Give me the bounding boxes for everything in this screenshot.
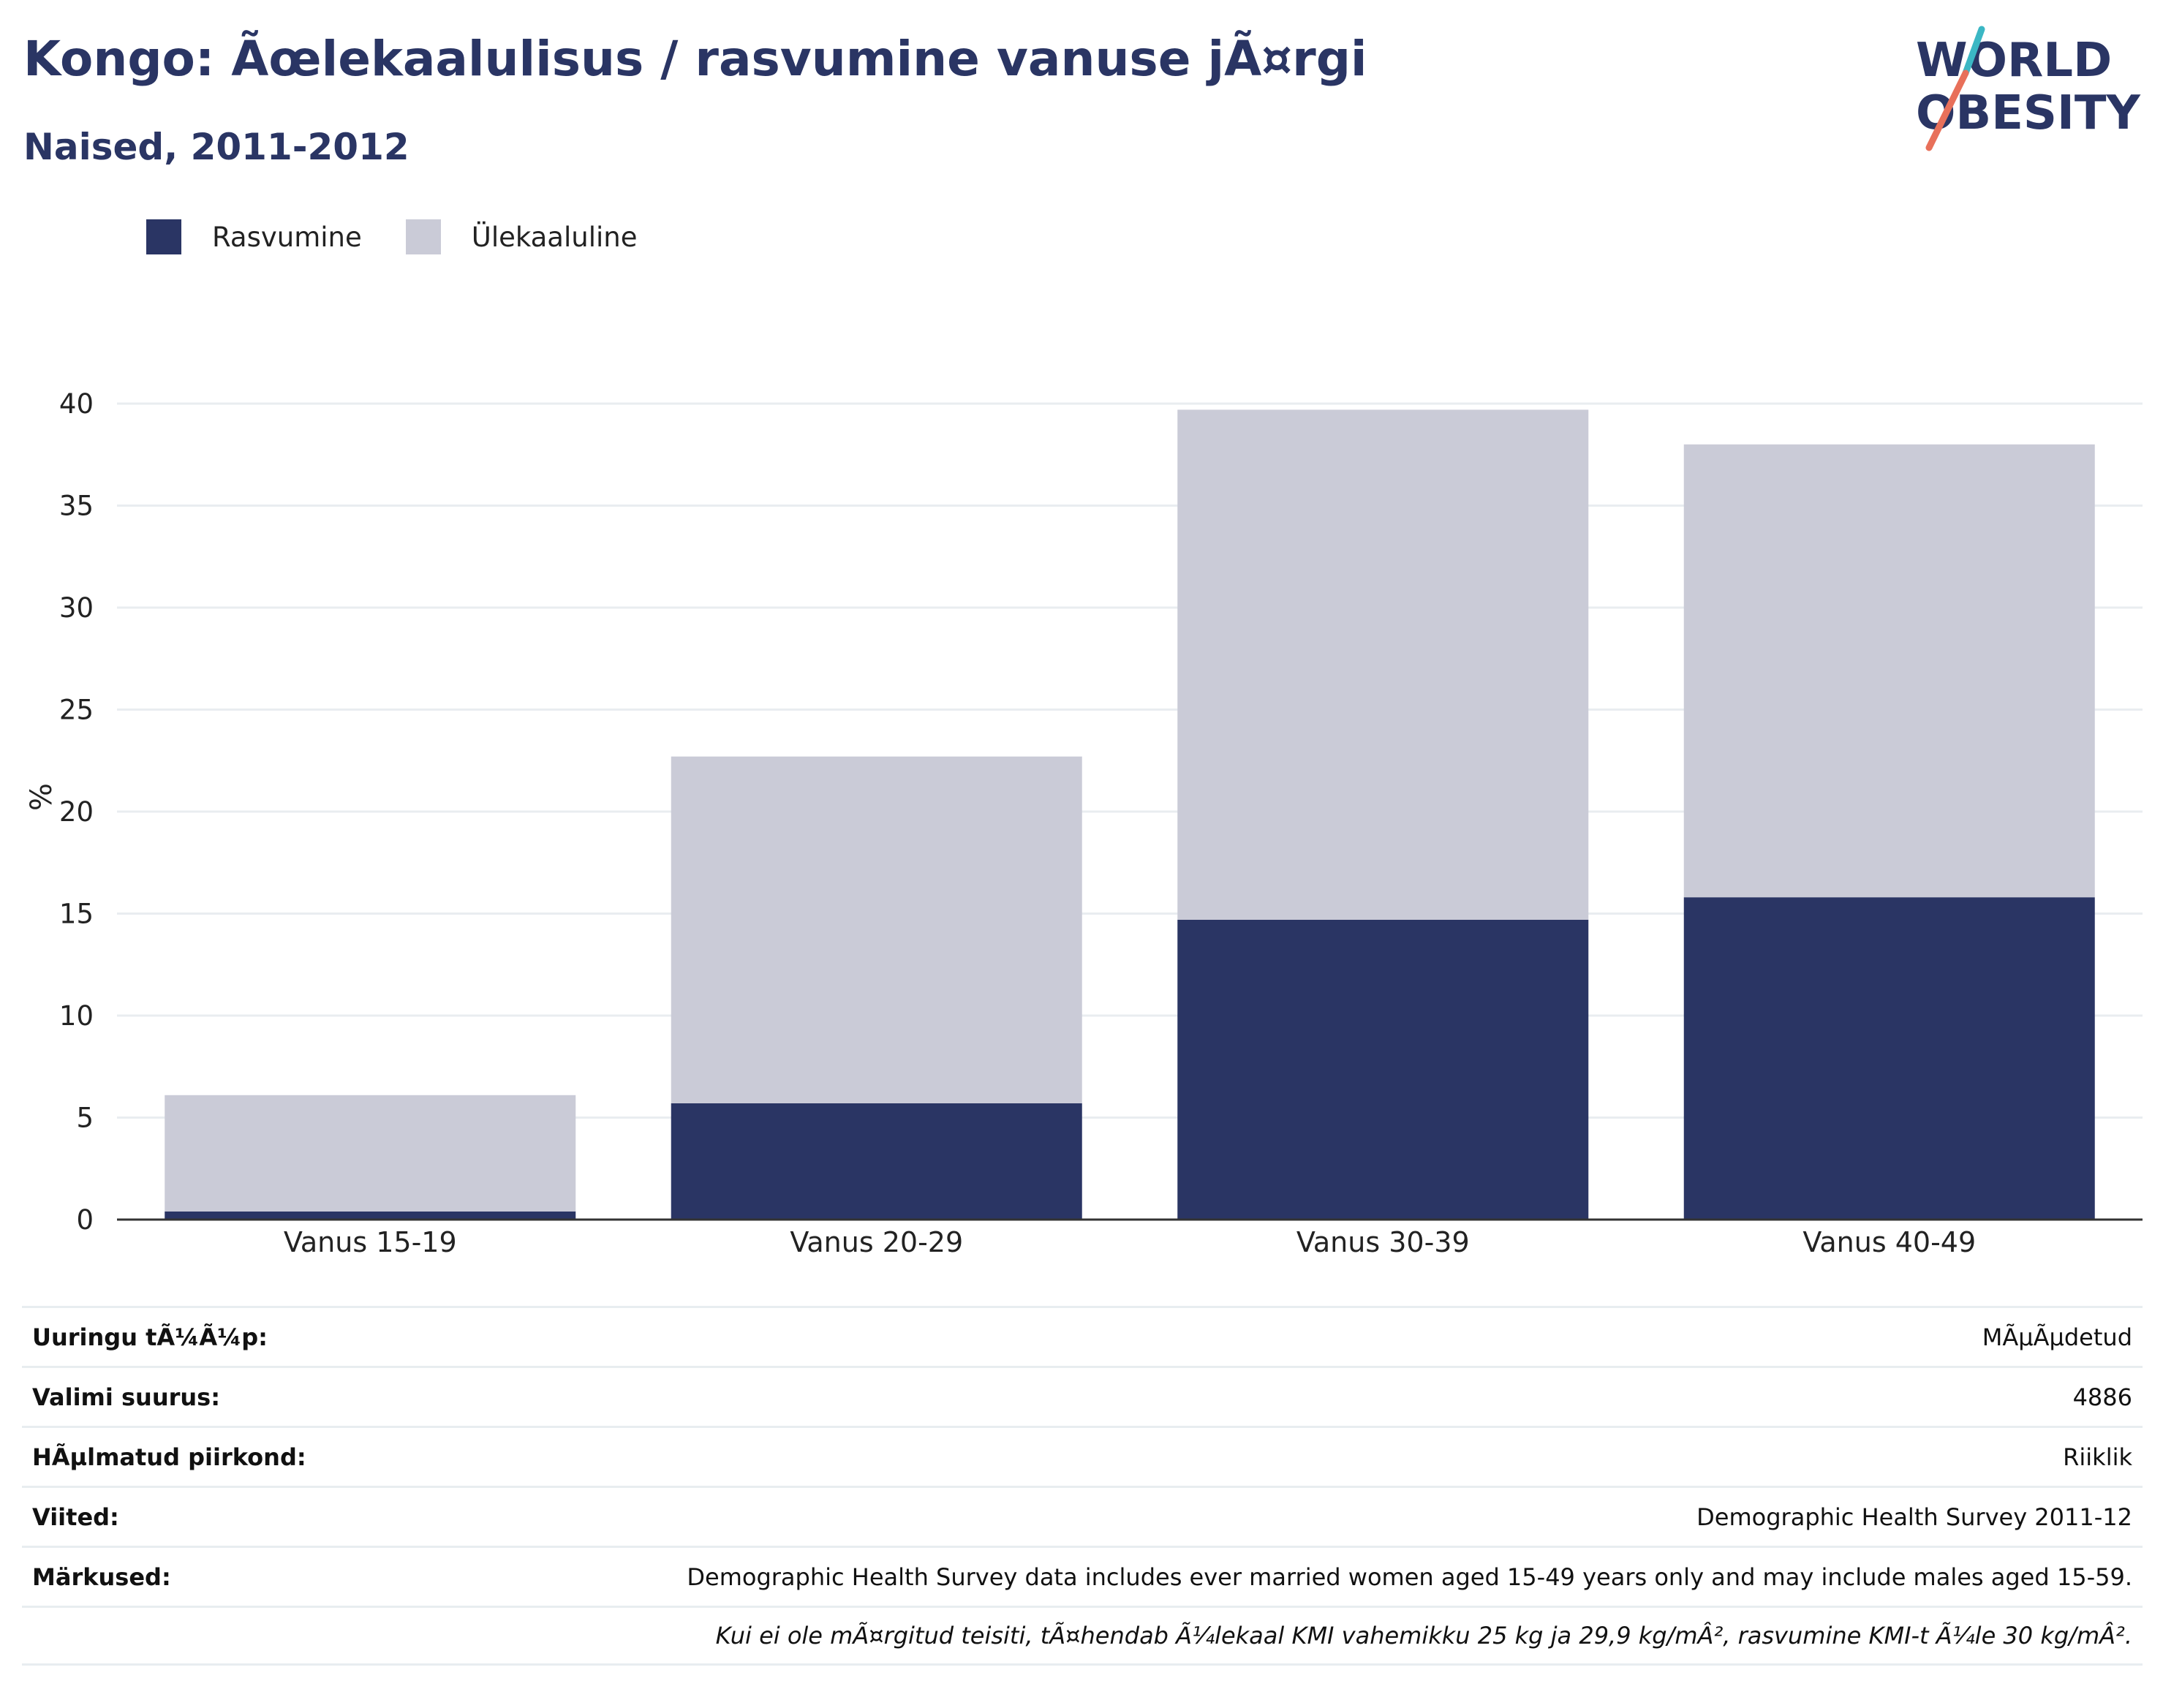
info-key: Valimi suurus: <box>32 1383 221 1411</box>
info-value: Demographic Health Survey 2011-12 <box>1696 1503 2132 1531</box>
x-tick-label: Vanus 15-19 <box>284 1226 457 1258</box>
y-tick-label: 25 <box>59 695 94 726</box>
bar--lekaaluline-0 <box>165 1095 576 1212</box>
info-value: Riiklik <box>2063 1443 2132 1471</box>
info-value: 4886 <box>2072 1383 2132 1411</box>
y-axis-label: % <box>25 783 58 811</box>
info-key: Viited: <box>32 1503 119 1531</box>
page-title: Kongo: Ãœlekaalulisus / rasvumine vanuse… <box>23 31 1367 87</box>
chart-legend: Rasvumine Ülekaaluline <box>146 215 682 259</box>
x-tick-label: Vanus 20-29 <box>790 1226 963 1258</box>
bar-rasvumine-1 <box>671 1103 1082 1220</box>
info-row-definition: Kui ei ole mÃ¤rgitud teisiti, tÃ¤hendab … <box>22 1606 2143 1666</box>
info-value: Kui ei ole mÃ¤rgitud teisiti, tÃ¤hendab … <box>715 1622 2132 1650</box>
legend-swatch-ulekaaluline <box>405 219 441 254</box>
legend-label-ulekaaluline: Ülekaaluline <box>471 221 638 253</box>
bar--lekaaluline-3 <box>1683 444 2095 898</box>
y-tick-label: 0 <box>76 1204 94 1236</box>
info-key: HÃµlmatud piirkond: <box>32 1443 306 1471</box>
info-row-sample-size: Valimi suurus: 4886 <box>22 1366 2143 1426</box>
bar--lekaaluline-1 <box>671 756 1082 1103</box>
x-tick-label: Vanus 30-39 <box>1296 1226 1470 1258</box>
y-tick-label: 40 <box>59 388 94 420</box>
legend-label-rasvumine: Rasvumine <box>212 221 362 253</box>
bar-rasvumine-0 <box>165 1211 576 1220</box>
info-row-references: Viited: Demographic Health Survey 2011-1… <box>22 1486 2143 1546</box>
page-subtitle: Naised, 2011-2012 <box>23 126 409 168</box>
logo-slash-coral <box>1925 69 1969 151</box>
info-key: Märkused: <box>32 1562 171 1591</box>
bars <box>165 409 2095 1220</box>
legend-swatch-rasvumine <box>146 219 181 254</box>
bar--lekaaluline-2 <box>1177 409 1589 920</box>
bar-rasvumine-3 <box>1683 897 2095 1220</box>
info-table: Uuringu tÃ¼Ã¼p: MÃµÃµdetud Valimi suurus… <box>22 1306 2143 1666</box>
y-tick-label: 20 <box>59 796 94 828</box>
y-tick-label: 35 <box>59 491 94 522</box>
info-key: Uuringu tÃ¼Ã¼p: <box>32 1323 268 1351</box>
info-row-notes: Märkused: Demographic Health Survey data… <box>22 1546 2143 1606</box>
logo-text-world: WORLD <box>1916 34 2112 88</box>
info-row-coverage: HÃµlmatud piirkond: Riiklik <box>22 1426 2143 1486</box>
x-tick-labels: Vanus 15-19 Vanus 20-29 Vanus 30-39 Vanus 4… <box>284 1226 1976 1258</box>
y-tick-label: 5 <box>76 1103 94 1134</box>
logo-slash-teal <box>1962 26 1985 77</box>
y-tick-label: 15 <box>59 899 94 930</box>
y-tick-label: 10 <box>59 1000 94 1032</box>
legend-item-ulekaaluline: Ülekaaluline <box>405 219 638 254</box>
x-tick-label: Vanus 40-49 <box>1802 1226 1976 1258</box>
world-obesity-logo: WORLD OBESITY <box>1916 26 2140 151</box>
info-value: MÃµÃµdetud <box>1982 1323 2132 1351</box>
info-row-survey-type: Uuringu tÃ¼Ã¼p: MÃµÃµdetud <box>22 1306 2143 1366</box>
legend-item-rasvumine: Rasvumine <box>146 219 362 254</box>
info-value: Demographic Health Survey data includes … <box>687 1562 2132 1591</box>
bar-rasvumine-2 <box>1177 919 1589 1220</box>
y-tick-label: 30 <box>59 592 94 624</box>
y-tick-labels: 0 5 10 15 20 25 30 35 40 <box>59 388 94 1236</box>
